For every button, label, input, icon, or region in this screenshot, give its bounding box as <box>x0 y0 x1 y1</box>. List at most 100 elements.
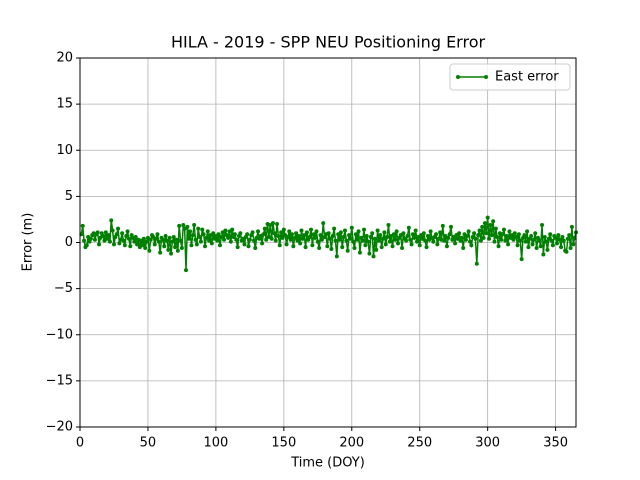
series-marker <box>211 231 216 236</box>
series-marker <box>488 222 493 227</box>
y-tick-label: −20 <box>46 420 73 435</box>
x-tick-label: 50 <box>140 436 157 451</box>
series-marker <box>506 242 511 247</box>
series-marker <box>385 234 390 239</box>
series-marker <box>495 234 500 239</box>
series-marker <box>363 243 368 248</box>
legend: East error <box>449 63 571 91</box>
series-marker <box>544 239 549 244</box>
series-marker <box>144 239 149 244</box>
series-marker <box>103 230 108 235</box>
series-marker <box>512 231 517 236</box>
series-marker <box>565 236 570 241</box>
series-marker <box>325 244 330 249</box>
series-marker <box>105 236 110 241</box>
series-marker <box>82 238 87 243</box>
x-tick-label: 100 <box>203 436 228 451</box>
series-marker <box>311 232 316 237</box>
series-marker <box>190 233 195 238</box>
series-marker <box>321 221 326 226</box>
series-marker <box>481 235 486 240</box>
series-marker <box>465 234 470 239</box>
series-marker <box>277 243 282 248</box>
series-marker <box>382 230 387 235</box>
series-marker <box>515 243 520 248</box>
series-marker <box>124 234 129 239</box>
series-marker <box>147 248 152 253</box>
series-marker <box>356 229 361 234</box>
series-marker <box>514 234 519 239</box>
y-tick-label: −15 <box>46 373 73 388</box>
series-marker <box>304 230 309 235</box>
series-marker <box>181 222 186 227</box>
series-marker <box>395 241 400 246</box>
series-marker <box>121 238 126 243</box>
series-marker <box>192 222 197 227</box>
series-marker <box>477 228 482 233</box>
y-tick-label: 20 <box>56 51 73 66</box>
series-marker <box>140 243 145 248</box>
series-marker <box>348 236 353 241</box>
series-marker <box>440 223 445 228</box>
series-marker <box>501 227 506 232</box>
series-marker <box>526 245 531 250</box>
series-marker <box>162 244 167 249</box>
series-marker <box>492 239 497 244</box>
series-marker <box>360 238 365 243</box>
series-marker <box>516 232 521 237</box>
series-marker <box>533 231 538 236</box>
series-marker <box>222 237 227 242</box>
series-marker <box>364 234 369 239</box>
series-marker <box>459 235 464 240</box>
series-marker <box>540 222 545 227</box>
series-marker <box>245 232 250 237</box>
series-marker <box>291 244 296 249</box>
series-marker <box>101 234 106 239</box>
series-marker <box>330 234 335 239</box>
series-marker <box>251 238 256 243</box>
series-marker <box>246 244 251 249</box>
series-marker <box>302 233 307 238</box>
series-marker <box>155 232 160 237</box>
series-marker <box>366 239 371 244</box>
series-marker <box>376 238 381 243</box>
series-marker <box>485 215 490 220</box>
series-marker <box>466 229 471 234</box>
series-marker <box>438 230 443 235</box>
series-marker <box>296 234 301 239</box>
series-marker <box>448 224 453 229</box>
series-marker <box>476 233 481 238</box>
series-marker <box>568 246 573 251</box>
series-marker <box>342 228 347 233</box>
series-marker <box>519 257 524 262</box>
series-marker <box>569 224 574 229</box>
series-marker <box>196 226 201 231</box>
series-marker <box>126 236 131 241</box>
series-marker <box>279 230 284 235</box>
x-axis-label: Time (DOY) <box>290 456 365 471</box>
series-marker <box>299 228 304 233</box>
series-marker <box>541 252 546 257</box>
series-marker <box>307 234 312 239</box>
series-marker <box>340 245 345 250</box>
series-marker <box>545 247 550 252</box>
series-marker <box>175 248 180 253</box>
series-marker <box>537 238 542 243</box>
series-marker <box>303 245 308 250</box>
series-marker <box>482 221 487 226</box>
series-marker <box>424 245 429 250</box>
x-tick-label: 0 <box>76 436 84 451</box>
series-marker <box>107 239 112 244</box>
series-marker <box>169 251 174 256</box>
series-marker <box>317 246 322 251</box>
series-marker <box>209 241 214 246</box>
series-marker <box>530 242 535 247</box>
series-marker <box>507 229 512 234</box>
series-marker <box>560 234 565 239</box>
series-marker <box>367 251 372 256</box>
series-marker <box>117 241 122 246</box>
series-marker <box>173 245 178 250</box>
series-marker <box>156 239 161 244</box>
series-marker <box>550 243 555 248</box>
series-marker <box>353 232 358 237</box>
